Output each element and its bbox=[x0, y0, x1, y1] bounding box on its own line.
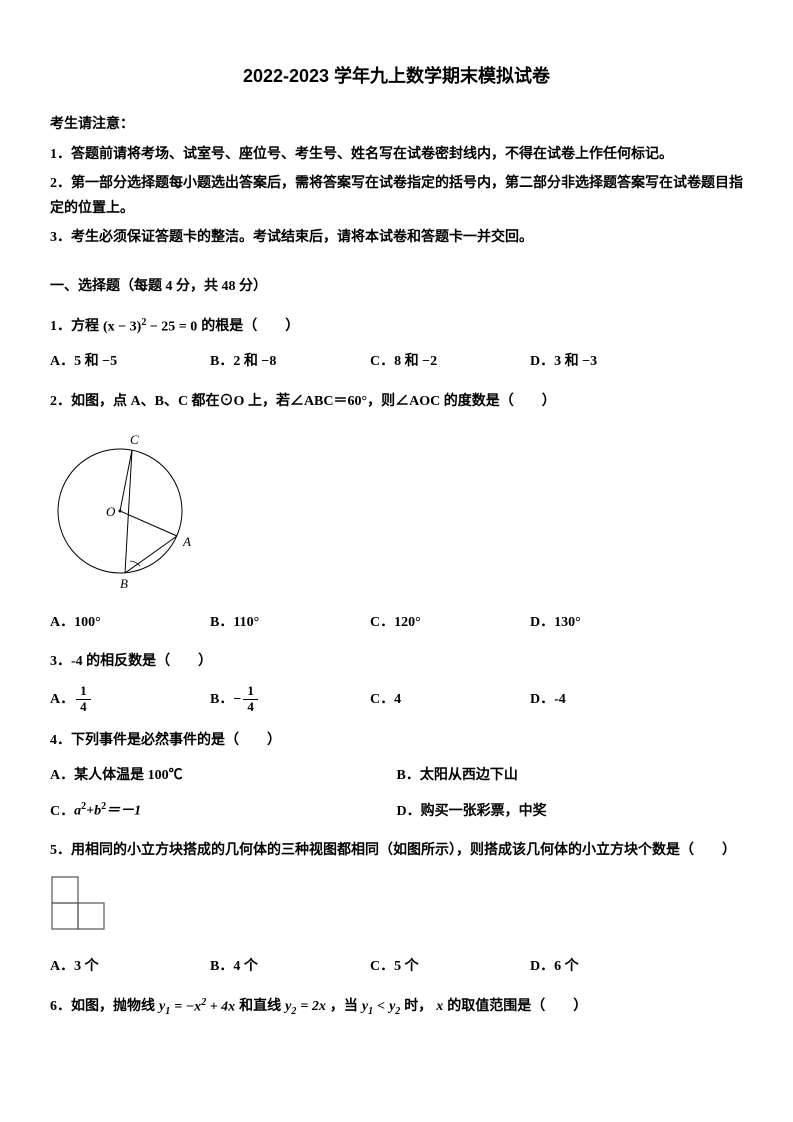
question-3: 3．-4 的相反数是（ ） bbox=[50, 649, 743, 674]
q6-eq1: = −x2 + 4x bbox=[174, 994, 235, 1020]
svg-text:B: B bbox=[120, 576, 128, 591]
q3-option-c: C．4 bbox=[370, 684, 530, 714]
q5-figure bbox=[50, 875, 743, 944]
svg-text:C: C bbox=[130, 432, 139, 447]
q5-option-c: C．5 个 bbox=[370, 954, 530, 979]
section-1-header: 一、选择题（每题 4 分，共 48 分） bbox=[50, 274, 743, 299]
page-title: 2022-2023 学年九上数学期末模拟试卷 bbox=[50, 60, 743, 92]
svg-text:A: A bbox=[182, 534, 191, 549]
question-6: 6．如图，抛物线 y1 = −x2 + 4x 和直线 y2 = 2x ，当 y1… bbox=[50, 994, 743, 1021]
q4-option-a: A．某人体温是 100℃ bbox=[50, 763, 397, 788]
q3-option-d: D．-4 bbox=[530, 684, 690, 714]
notice-item-1: 1．答题前请将考场、试室号、座位号、考生号、姓名写在试卷密封线内，不得在试卷上作… bbox=[50, 142, 743, 167]
q1-options: A．5 和 −5 B．2 和 −8 C．8 和 −2 D．3 和 −3 bbox=[50, 349, 743, 374]
q4-options: A．某人体温是 100℃ B．太阳从西边下山 C． a2+b2＝－1 D．购买一… bbox=[50, 763, 743, 824]
q5-option-a: A．3 个 bbox=[50, 954, 210, 979]
q4-option-c: C． a2+b2＝－1 bbox=[50, 798, 397, 824]
notice-header: 考生请注意： bbox=[50, 112, 743, 137]
q6-mid3: 时， bbox=[404, 994, 432, 1019]
q1-option-d: D．3 和 −3 bbox=[530, 349, 690, 374]
q2-option-b: B．110° bbox=[210, 610, 370, 635]
q2-options: A．100° B．110° C．120° D．130° bbox=[50, 610, 743, 635]
q2-option-c: C．120° bbox=[370, 610, 530, 635]
q6-lt: < bbox=[377, 994, 385, 1019]
q3-option-b: B．− 14 bbox=[210, 684, 370, 714]
q2-option-d: D．130° bbox=[530, 610, 690, 635]
q6-eq2: = 2x bbox=[300, 994, 325, 1019]
q6-y1: y1 bbox=[159, 994, 170, 1021]
q2-option-a: A．100° bbox=[50, 610, 210, 635]
svg-text:O: O bbox=[106, 504, 116, 519]
q1-prefix: 1．方程 bbox=[50, 314, 99, 339]
question-5: 5．用相同的小立方块搭成的几何体的三种视图都相同（如图所示），则搭成该几何体的小… bbox=[50, 838, 743, 863]
q1-option-c: C．8 和 −2 bbox=[370, 349, 530, 374]
q1-expr: (x − 3)2 − 25 = 0 bbox=[103, 314, 197, 340]
q2-figure: O C A B bbox=[50, 426, 743, 600]
q6-x: x bbox=[436, 994, 443, 1019]
question-4: 4．下列事件是必然事件的是（ ） bbox=[50, 728, 743, 753]
notice-item-2: 2．第一部分选择题每小题选出答案后，需将答案写在试卷指定的括号内，第二部分非选择… bbox=[50, 171, 743, 221]
q5-option-d: D．6 个 bbox=[530, 954, 690, 979]
q6-y1b: y1 bbox=[362, 994, 373, 1021]
q4-option-b: B．太阳从西边下山 bbox=[397, 763, 744, 788]
notice-item-3: 3．考生必须保证答题卡的整洁。考试结束后，请将本试卷和答题卡一并交回。 bbox=[50, 225, 743, 250]
q6-prefix: 6．如图，抛物线 bbox=[50, 994, 155, 1019]
q6-y2: y2 bbox=[285, 994, 296, 1021]
q3-option-a: A． 14 bbox=[50, 684, 210, 714]
q3-options: A． 14 B．− 14 C．4 D．-4 bbox=[50, 684, 743, 714]
question-2: 2．如图，点 A、B、C 都在⊙O 上，若∠ABC＝60°，则∠AOC 的度数是… bbox=[50, 389, 743, 414]
q1-option-a: A．5 和 −5 bbox=[50, 349, 210, 374]
q6-suffix: 的取值范围是（ ） bbox=[447, 994, 587, 1019]
q4-c-expr: a2+b2＝－1 bbox=[74, 798, 141, 824]
q6-y2b: y2 bbox=[389, 994, 400, 1021]
q1-option-b: B．2 和 −8 bbox=[210, 349, 370, 374]
q6-mid2: ，当 bbox=[330, 994, 358, 1019]
q4-option-d: D．购买一张彩票，中奖 bbox=[397, 798, 744, 824]
q5-option-b: B．4 个 bbox=[210, 954, 370, 979]
q6-mid1: 和直线 bbox=[239, 994, 281, 1019]
q5-options: A．3 个 B．4 个 C．5 个 D．6 个 bbox=[50, 954, 743, 979]
question-1: 1．方程 (x − 3)2 − 25 = 0 的根是（ ） bbox=[50, 314, 743, 340]
q1-suffix: 的根是（ ） bbox=[201, 314, 299, 339]
